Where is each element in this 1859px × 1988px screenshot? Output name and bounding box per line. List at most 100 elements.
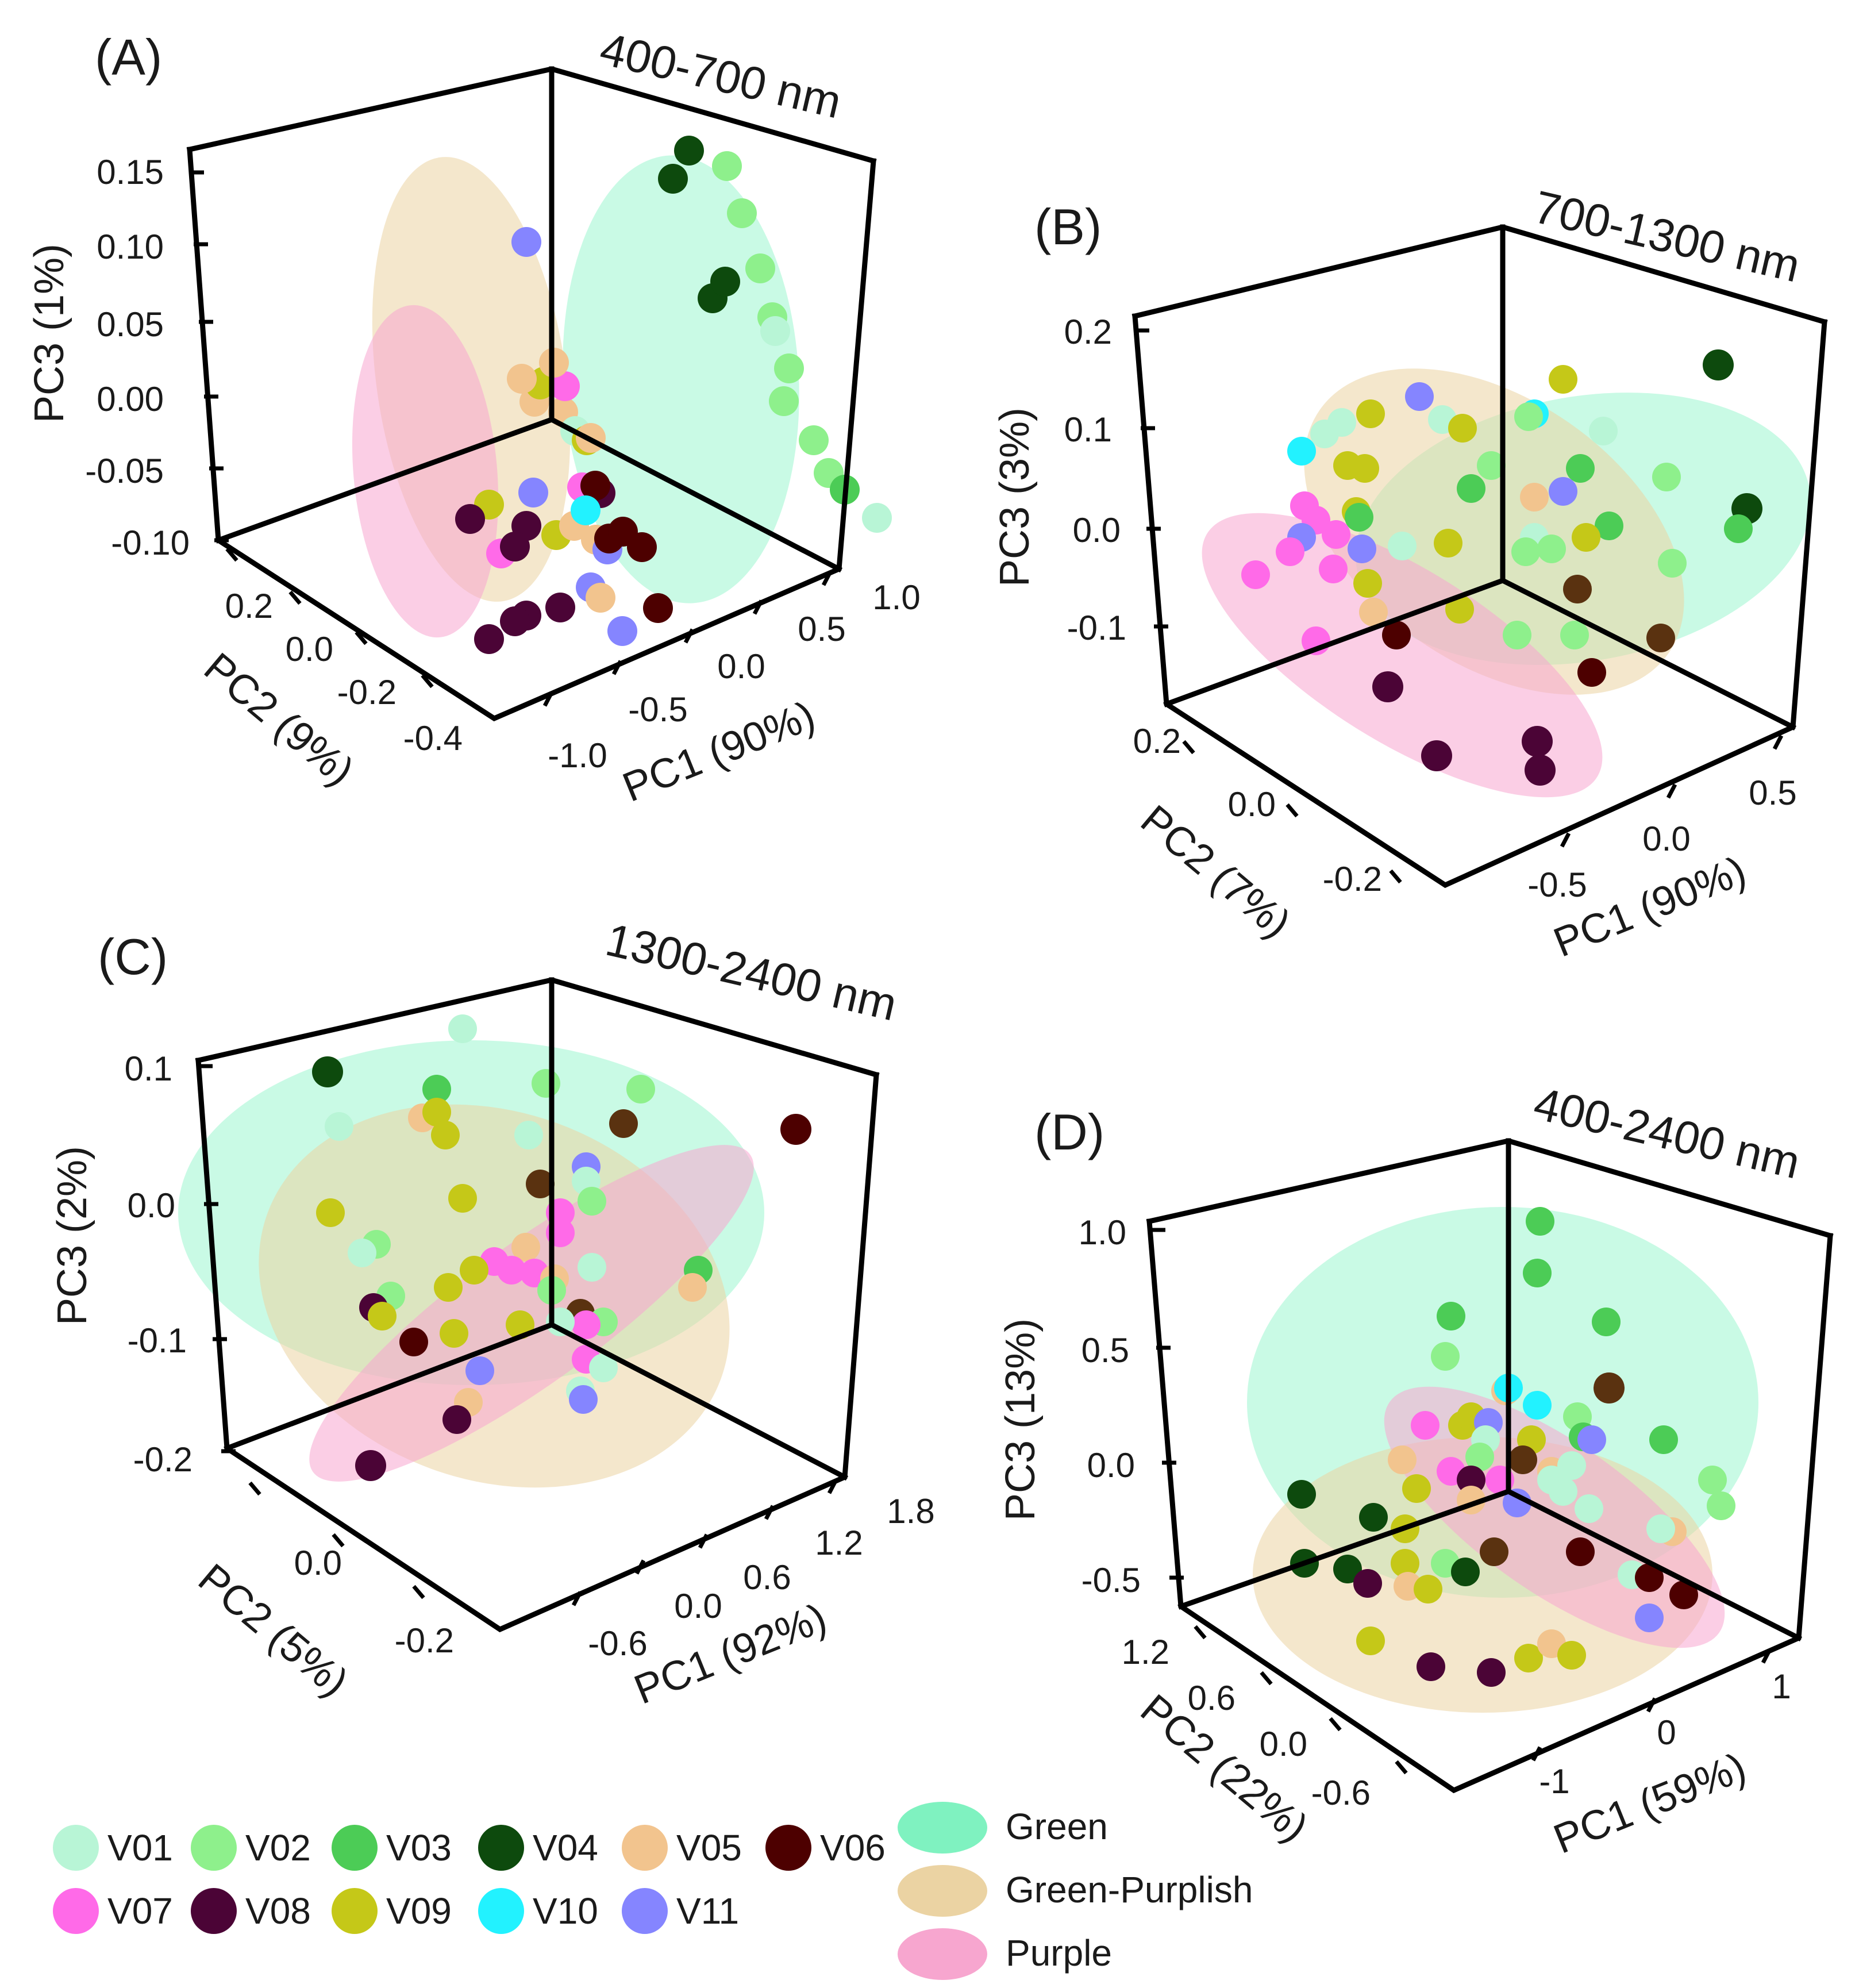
point bbox=[1577, 658, 1606, 687]
point-v06 bbox=[643, 593, 673, 623]
point bbox=[589, 1353, 618, 1382]
panel-c-axes bbox=[195, 977, 880, 1633]
point bbox=[1382, 621, 1411, 649]
z-tick: -0.10 bbox=[111, 524, 190, 562]
point bbox=[448, 1014, 477, 1043]
x-tick: 1 bbox=[1772, 1667, 1791, 1706]
point bbox=[1411, 1411, 1440, 1440]
x-tick: 0.5 bbox=[798, 610, 845, 648]
point bbox=[1526, 1207, 1554, 1236]
point bbox=[569, 1385, 598, 1414]
x-tick: -0.6 bbox=[588, 1624, 647, 1663]
point bbox=[1348, 535, 1376, 563]
point bbox=[422, 1075, 451, 1103]
panel-a-y-ticks: 0.2 0.0 -0.2 -0.4 bbox=[225, 587, 463, 757]
legend-swatch-v01 bbox=[53, 1825, 99, 1871]
point bbox=[1445, 595, 1474, 624]
point-v04 bbox=[710, 267, 740, 297]
point-v10 bbox=[571, 495, 601, 525]
panel-d: (D) 400-2400 nm 1.0 0.5 0.0 -0.5 1.2 0.6… bbox=[998, 1078, 1834, 1863]
point bbox=[526, 1170, 555, 1198]
point bbox=[431, 1121, 460, 1149]
panel-d-axes bbox=[1146, 1138, 1834, 1794]
point bbox=[1241, 560, 1270, 589]
panel-c-y-ticks: 0.0 -0.2 bbox=[294, 1544, 454, 1660]
panel-a-y-label: PC2 (9%) bbox=[195, 644, 363, 795]
point bbox=[1322, 520, 1350, 549]
point bbox=[1511, 537, 1540, 566]
point bbox=[1560, 621, 1589, 649]
point bbox=[1572, 523, 1600, 552]
point bbox=[626, 1075, 655, 1103]
x-tick: -1 bbox=[1539, 1762, 1569, 1801]
z-tick: -0.1 bbox=[128, 1321, 187, 1360]
point-v04 bbox=[658, 164, 688, 194]
legend-label-v10: V10 bbox=[533, 1890, 598, 1932]
point bbox=[1595, 512, 1623, 540]
point-v02 bbox=[769, 386, 799, 416]
point bbox=[1514, 1644, 1543, 1672]
z-tick: -0.5 bbox=[1081, 1561, 1141, 1599]
y-tick: 0.2 bbox=[225, 587, 273, 625]
legend-label-v02: V02 bbox=[245, 1827, 311, 1868]
point bbox=[1669, 1581, 1698, 1609]
point bbox=[578, 1253, 606, 1282]
y-tick: -0.2 bbox=[1323, 860, 1382, 898]
panel-c-x-ticks: -0.6 0.0 0.6 1.2 1.8 bbox=[588, 1492, 934, 1663]
legend-swatch-v03 bbox=[332, 1825, 378, 1871]
point bbox=[1457, 1466, 1485, 1494]
panel-b-z-ticks: 0.2 0.1 0.0 -0.1 bbox=[1064, 313, 1126, 647]
point-v08 bbox=[500, 606, 530, 636]
point bbox=[1724, 514, 1753, 543]
point-v06 bbox=[627, 532, 657, 562]
x-tick: 0.0 bbox=[674, 1587, 722, 1625]
point bbox=[1649, 1425, 1678, 1454]
point-v08 bbox=[455, 504, 485, 534]
legend-swatch-v05 bbox=[622, 1825, 668, 1871]
legend-label-v01: V01 bbox=[107, 1827, 173, 1868]
point bbox=[1310, 420, 1339, 448]
point bbox=[434, 1273, 463, 1302]
z-tick: 0.05 bbox=[97, 305, 164, 344]
legend-label-v09: V09 bbox=[386, 1890, 452, 1932]
panel-a-z-label: PC3 (1%) bbox=[26, 244, 72, 423]
point bbox=[1388, 532, 1417, 560]
y-tick: 0.6 bbox=[1188, 1679, 1236, 1717]
panel-b-points bbox=[1241, 349, 1762, 786]
panel-a: (A) 400-700 nm 0.15 0.10 0.05 0.00 -0.05… bbox=[26, 23, 921, 811]
panel-c-range: 1300-2400 nm bbox=[601, 914, 902, 1030]
point bbox=[325, 1112, 353, 1141]
x-tick: -0.5 bbox=[628, 690, 687, 729]
point bbox=[609, 1109, 638, 1138]
point bbox=[368, 1302, 397, 1331]
legend-swatch-green-purplish bbox=[898, 1865, 987, 1917]
point bbox=[1353, 569, 1382, 598]
x-tick: 1.8 bbox=[887, 1492, 934, 1531]
panel-b-x-ticks: -0.5 0.0 0.5 bbox=[1527, 774, 1796, 904]
point bbox=[1594, 1372, 1625, 1403]
panel-b-axes bbox=[1131, 224, 1828, 889]
point bbox=[780, 1114, 811, 1145]
point bbox=[1557, 1641, 1586, 1670]
legend-swatch-v10 bbox=[478, 1888, 524, 1934]
y-tick: 0.0 bbox=[1228, 785, 1276, 824]
point bbox=[1525, 755, 1556, 786]
point-v01 bbox=[862, 503, 892, 533]
point bbox=[1523, 1259, 1552, 1287]
legend-label-green: Green bbox=[1006, 1806, 1108, 1847]
point bbox=[1589, 417, 1618, 445]
panel-c-z-ticks: 0.1 0.0 -0.1 -0.2 bbox=[125, 1049, 193, 1479]
y-tick: 0.0 bbox=[1260, 1725, 1307, 1763]
x-tick: 0.0 bbox=[717, 647, 765, 686]
z-tick: 0.0 bbox=[1073, 511, 1121, 549]
point-v02 bbox=[774, 353, 804, 383]
point bbox=[1457, 474, 1485, 503]
panel-a-x-ticks: -1.0 -0.5 0.0 0.5 1.0 bbox=[548, 578, 920, 775]
point-v06 bbox=[580, 471, 610, 501]
point bbox=[1703, 349, 1734, 380]
point-v02 bbox=[745, 253, 775, 283]
legend-label-v07: V07 bbox=[107, 1890, 173, 1932]
legend-label-v04: V04 bbox=[533, 1827, 598, 1868]
z-tick: 0.00 bbox=[97, 380, 164, 418]
